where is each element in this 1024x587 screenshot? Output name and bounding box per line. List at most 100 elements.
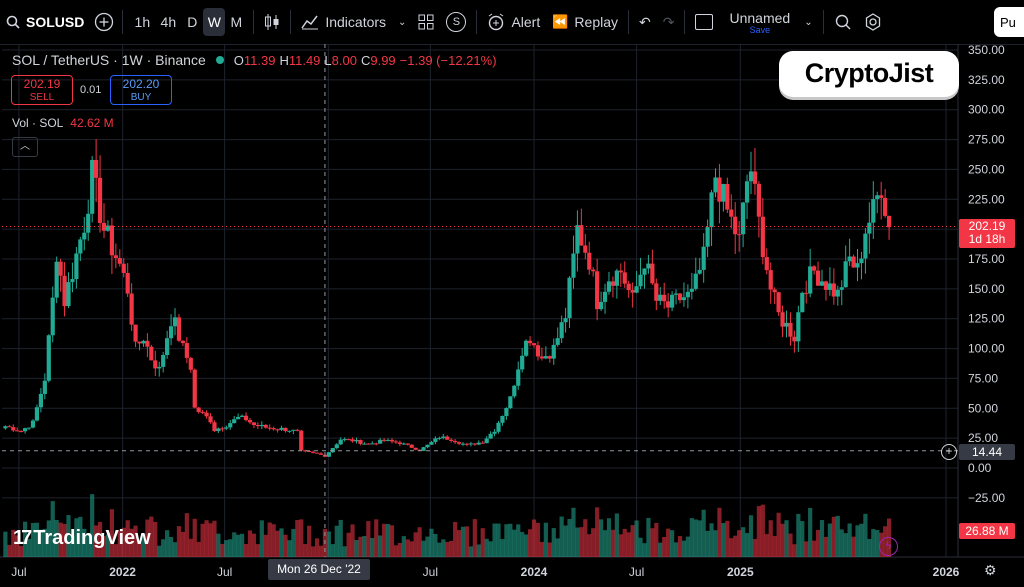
undo-button[interactable]: ↶ xyxy=(633,7,657,37)
settings-button[interactable] xyxy=(858,7,888,37)
collapse-legend-button[interactable]: ︿ xyxy=(12,137,38,157)
tv-mark-icon: 17 xyxy=(13,527,32,549)
scripts-button[interactable]: S xyxy=(440,7,472,37)
candle-body xyxy=(366,443,371,445)
candle-body xyxy=(634,286,639,293)
candle-body xyxy=(484,438,489,444)
timeframe-1h[interactable]: 1h xyxy=(134,14,151,30)
volume-bar xyxy=(350,524,355,557)
candle-body xyxy=(626,283,631,290)
indicators-label: Indicators xyxy=(325,14,387,30)
replay-label: Replay xyxy=(574,14,619,30)
candle-body xyxy=(362,443,367,445)
x-tick-label: Jul xyxy=(217,565,232,579)
indicators-button[interactable]: Indicators ⌄ xyxy=(295,7,412,37)
open-label: O xyxy=(233,52,244,68)
compare-button[interactable] xyxy=(90,7,118,37)
volume-bar xyxy=(531,519,537,557)
candle-body xyxy=(70,279,75,283)
candle-body xyxy=(161,354,166,367)
candle-body xyxy=(808,266,813,294)
divider xyxy=(476,10,478,34)
add-price-level-button[interactable]: + xyxy=(941,444,957,460)
candle-body xyxy=(314,452,320,454)
candle-body xyxy=(871,199,876,223)
volume-bar xyxy=(800,521,805,557)
candle-body xyxy=(496,422,501,432)
buy-button[interactable]: 202.20 BUY xyxy=(110,75,172,105)
replay-button[interactable]: ⏪ Replay xyxy=(546,7,624,37)
candle-body xyxy=(101,222,107,231)
volume-bar xyxy=(243,544,249,557)
redo-button[interactable]: ↷ xyxy=(657,7,681,37)
candle-body xyxy=(863,233,868,259)
candle-body xyxy=(255,425,260,427)
lightning-icon[interactable]: ϟ xyxy=(879,537,898,556)
low-value: 8.00 xyxy=(331,52,357,68)
volume-bar xyxy=(717,507,722,557)
layout-name-button[interactable]: Unnamed Save ⌄ xyxy=(689,7,818,37)
volume-bar xyxy=(401,536,406,557)
volume-bar xyxy=(50,501,55,557)
volume-bar xyxy=(772,535,777,557)
candle-body xyxy=(66,282,71,307)
volume-bar xyxy=(508,523,513,557)
timeframe-m[interactable]: M xyxy=(230,14,243,30)
volume-bar xyxy=(389,525,395,557)
candle-body xyxy=(729,209,734,217)
timeframe-4h[interactable]: 4h xyxy=(160,14,177,30)
volume-bar xyxy=(496,523,501,557)
volume-bar xyxy=(165,530,170,557)
candle-body xyxy=(50,297,55,336)
volume-bar xyxy=(666,528,671,557)
volume-bar xyxy=(283,534,288,557)
candle-body xyxy=(662,294,667,302)
candle-body xyxy=(527,340,533,344)
candle-body xyxy=(563,318,568,323)
candle-body xyxy=(421,447,426,451)
timeframe-d[interactable]: D xyxy=(187,14,198,30)
candle-body xyxy=(492,431,497,434)
candle-body xyxy=(788,322,793,337)
price-chart[interactable]: 350.00325.00300.00275.00250.00225.00200.… xyxy=(0,44,1024,587)
sell-button[interactable]: 202.19 SELL xyxy=(11,75,73,105)
alert-button[interactable]: Alert xyxy=(481,7,546,37)
volume-label: Vol · SOL xyxy=(12,116,63,130)
chart-settings-gear-icon[interactable]: ⚙ xyxy=(984,562,997,578)
volume-bar xyxy=(354,539,359,557)
indicators-icon xyxy=(301,15,319,30)
volume-bar xyxy=(157,545,162,557)
volume-bar xyxy=(54,519,59,557)
quick-search-button[interactable] xyxy=(828,7,858,37)
volume-bar xyxy=(200,523,205,557)
volume-bar xyxy=(413,532,418,557)
brand-name: TradingView xyxy=(33,527,151,549)
candle-body xyxy=(500,415,505,423)
candle-body xyxy=(689,288,694,292)
volume-bar xyxy=(737,530,742,557)
y-tick-label: 225.00 xyxy=(968,192,1005,206)
volume-bar xyxy=(3,531,8,557)
divider xyxy=(253,10,255,34)
publish-button[interactable]: Pu xyxy=(994,7,1024,37)
volume-bar xyxy=(34,522,40,557)
volume-bar xyxy=(472,519,477,557)
candle-body xyxy=(354,439,359,442)
symbol-search[interactable]: SOLUSD xyxy=(0,7,90,37)
volume-bar xyxy=(579,527,584,557)
timeframe-w[interactable]: W xyxy=(203,8,226,36)
layouts-button[interactable] xyxy=(412,7,440,37)
chart-type-button[interactable] xyxy=(258,7,286,37)
candle-body xyxy=(855,263,860,268)
crosshair-date-tag: Mon 26 Dec '22 xyxy=(268,559,370,580)
y-tick-label: 0.00 xyxy=(968,461,992,475)
candle-body xyxy=(531,343,537,346)
volume-bar xyxy=(232,532,237,557)
volume-bar xyxy=(125,520,130,557)
candle-body xyxy=(618,270,623,273)
candle-body xyxy=(784,322,789,327)
candle-body xyxy=(843,261,848,288)
candle-body xyxy=(543,356,548,359)
volume-bar xyxy=(480,528,485,557)
alert-label: Alert xyxy=(511,14,541,30)
